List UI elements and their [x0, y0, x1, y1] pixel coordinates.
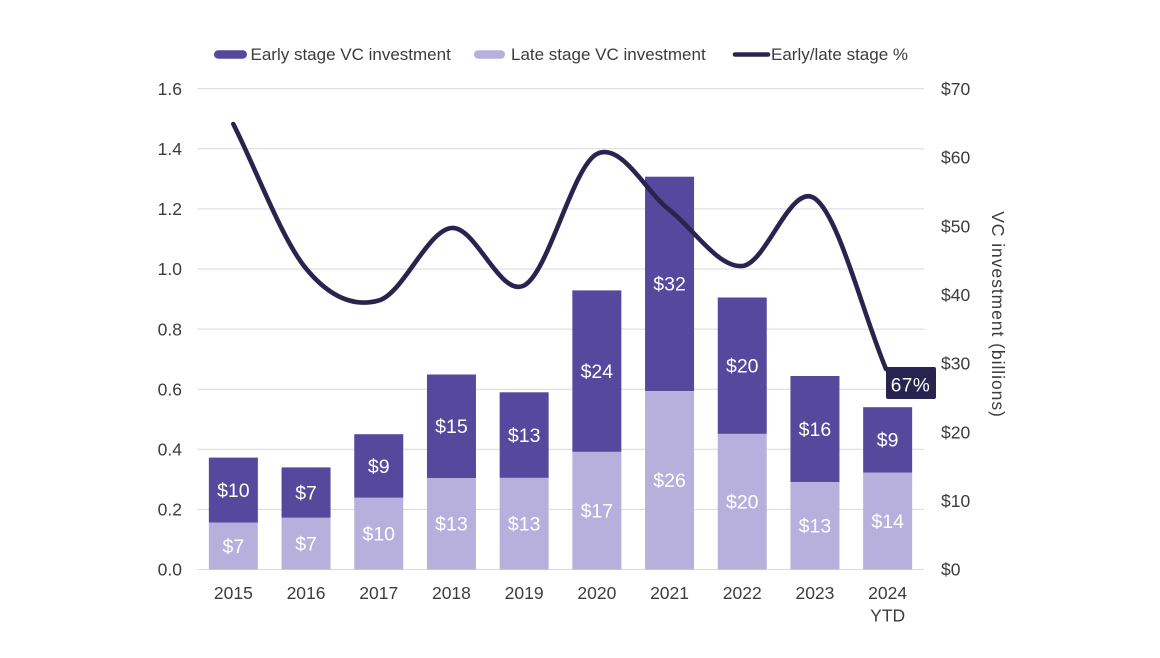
svg-text:$13: $13	[508, 425, 541, 447]
svg-text:$40: $40	[941, 285, 970, 305]
svg-text:VC investment (billions): VC investment (billions)	[988, 211, 1008, 418]
svg-text:$30: $30	[941, 354, 970, 374]
svg-text:$10: $10	[941, 491, 970, 511]
svg-text:67%: 67%	[891, 375, 931, 396]
svg-text:$17: $17	[581, 501, 614, 523]
svg-text:2023: 2023	[795, 583, 834, 603]
svg-text:Late stage VC investment: Late stage VC investment	[511, 45, 706, 64]
svg-text:0.6: 0.6	[158, 379, 182, 399]
svg-text:$15: $15	[435, 416, 468, 438]
svg-text:$9: $9	[877, 430, 899, 452]
svg-text:$10: $10	[217, 480, 250, 502]
svg-text:$7: $7	[295, 533, 317, 555]
svg-text:$20: $20	[726, 356, 759, 378]
svg-text:$24: $24	[581, 361, 614, 383]
svg-text:$10: $10	[362, 523, 395, 545]
svg-text:2015: 2015	[214, 583, 253, 603]
svg-text:$13: $13	[799, 516, 832, 538]
svg-text:$7: $7	[222, 536, 244, 558]
svg-text:0.8: 0.8	[158, 319, 182, 339]
svg-text:2022: 2022	[723, 583, 762, 603]
svg-text:1.4: 1.4	[158, 139, 183, 159]
svg-text:Early stage VC investment: Early stage VC investment	[251, 45, 452, 64]
svg-text:1.0: 1.0	[158, 259, 183, 279]
svg-text:0.0: 0.0	[158, 560, 183, 580]
svg-text:$7: $7	[295, 482, 317, 504]
svg-text:0.4: 0.4	[158, 440, 183, 460]
svg-text:$14: $14	[871, 511, 904, 533]
svg-text:2024: 2024	[868, 583, 907, 603]
svg-text:$26: $26	[653, 470, 686, 492]
svg-text:$60: $60	[941, 148, 970, 168]
svg-text:2018: 2018	[432, 583, 471, 603]
svg-text:2020: 2020	[577, 583, 616, 603]
svg-text:$13: $13	[435, 514, 468, 536]
svg-text:$50: $50	[941, 216, 970, 236]
svg-text:$32: $32	[653, 274, 686, 296]
svg-text:Early/late stage %: Early/late stage %	[771, 45, 908, 64]
svg-text:YTD: YTD	[870, 605, 905, 625]
svg-text:$13: $13	[508, 514, 541, 536]
svg-text:1.2: 1.2	[158, 199, 182, 219]
svg-text:$70: $70	[941, 79, 970, 99]
svg-text:2016: 2016	[287, 583, 326, 603]
svg-text:$20: $20	[941, 422, 970, 442]
svg-text:$0: $0	[941, 560, 961, 580]
svg-text:2019: 2019	[505, 583, 544, 603]
svg-text:$20: $20	[726, 492, 759, 514]
svg-text:$9: $9	[368, 456, 390, 478]
svg-text:1.6: 1.6	[158, 79, 182, 99]
svg-text:2017: 2017	[359, 583, 398, 603]
svg-text:$16: $16	[799, 419, 832, 441]
svg-text:2021: 2021	[650, 583, 689, 603]
svg-text:0.2: 0.2	[158, 500, 182, 520]
